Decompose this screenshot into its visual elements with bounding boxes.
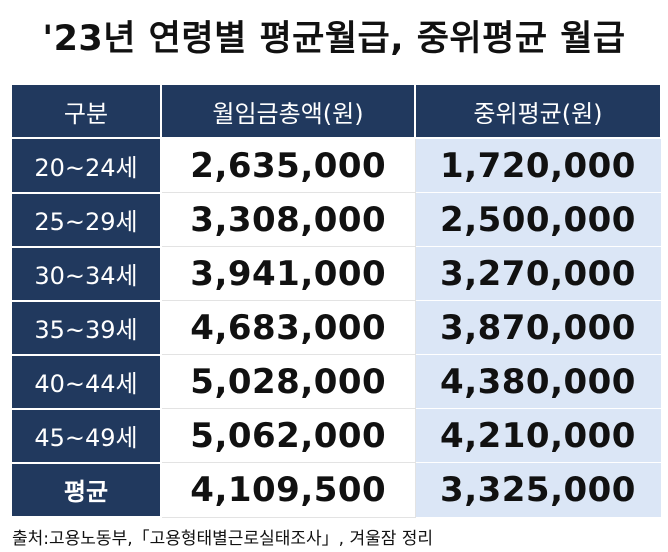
table-row: 20~24세 2,635,000 1,720,000: [10, 137, 662, 194]
median-cell: 2,500,000: [414, 192, 662, 248]
salary-table-container: 구분 월임금총액(원) 중위평균(원) 20~24세 2,635,000 1,7…: [10, 83, 662, 519]
total-wage-cell: 3,941,000: [160, 246, 416, 302]
table-row: 45~49세 5,062,000 4,210,000: [10, 407, 662, 464]
table-row-average: 평균 4,109,500 3,325,000: [10, 461, 662, 519]
total-wage-cell: 5,028,000: [160, 354, 416, 410]
row-label: 30~34세: [10, 245, 162, 302]
row-label: 35~39세: [10, 299, 162, 356]
median-cell: 3,270,000: [414, 246, 662, 302]
row-label: 45~49세: [10, 407, 162, 464]
median-cell: 3,870,000: [414, 300, 662, 356]
total-wage-cell: 3,308,000: [160, 192, 416, 248]
row-label: 40~44세: [10, 353, 162, 410]
row-label-average: 평균: [10, 461, 162, 519]
row-label: 25~29세: [10, 191, 162, 248]
salary-table: 구분 월임금총액(원) 중위평균(원) 20~24세 2,635,000 1,7…: [10, 83, 662, 519]
page-title: '23년 연령별 평균월급, 중위평균 월급: [42, 19, 626, 59]
median-cell: 3,325,000: [414, 462, 662, 518]
table-header-row: 구분 월임금총액(원) 중위평균(원): [10, 83, 662, 139]
table-row: 25~29세 3,308,000 2,500,000: [10, 191, 662, 248]
median-cell: 4,210,000: [414, 408, 662, 464]
header-median: 중위평균(원): [414, 83, 662, 139]
source-note: 출처:고용노동부,「고용형태별근로실태조사」, 겨울잠 정리: [12, 529, 434, 549]
total-wage-cell: 4,109,500: [160, 462, 416, 518]
median-cell: 4,380,000: [414, 354, 662, 410]
total-wage-cell: 2,635,000: [160, 137, 416, 194]
row-label: 20~24세: [10, 137, 162, 194]
table-row: 35~39세 4,683,000 3,870,000: [10, 299, 662, 356]
table-row: 40~44세 5,028,000 4,380,000: [10, 353, 662, 410]
table-row: 30~34세 3,941,000 3,270,000: [10, 245, 662, 302]
total-wage-cell: 5,062,000: [160, 408, 416, 464]
total-wage-cell: 4,683,000: [160, 300, 416, 356]
header-category: 구분: [10, 83, 162, 139]
median-cell: 1,720,000: [414, 137, 662, 194]
header-total-wage: 월임금총액(원): [160, 83, 416, 139]
